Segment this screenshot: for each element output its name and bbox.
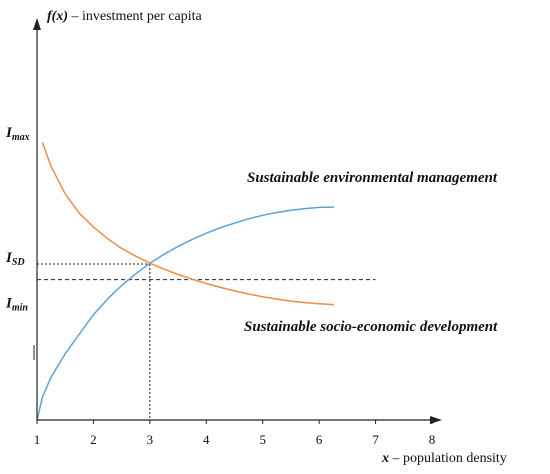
x-tick-label: 6 xyxy=(316,432,323,447)
x-axis-arrow-icon xyxy=(430,416,442,424)
dashed-guides xyxy=(37,263,376,420)
x-axis-description: – population density xyxy=(389,451,507,466)
y-axis-arrow-icon xyxy=(33,18,41,30)
y-level-label-i-min: Imin xyxy=(5,296,28,314)
series-line-socio-economic xyxy=(41,142,335,306)
x-axis-label: x – population density xyxy=(381,451,507,466)
series-label-environmental: Sustainable environmental management xyxy=(247,170,498,186)
x-tick-label: 8 xyxy=(429,432,436,447)
y-axis-label: f(x) – investment per capita xyxy=(47,9,203,24)
x-tick-label: 3 xyxy=(147,432,154,447)
ticks-layer: 1 2 3 4 5 6 7 8 xyxy=(34,420,436,447)
x-tick-label: 2 xyxy=(90,432,97,447)
x-tick-label: 7 xyxy=(372,432,379,447)
y-level-label-i-max: Imax xyxy=(5,125,30,143)
series-line-environmental xyxy=(36,206,335,421)
x-axis-variable: x xyxy=(381,451,389,466)
series-label-socio-economic: Sustainable socio-economic development xyxy=(244,319,498,335)
x-tick-label: 4 xyxy=(203,432,210,447)
y-level-labels: Imax ISD Imin xyxy=(5,125,30,313)
y-level-label-i-sd: ISD xyxy=(5,250,25,268)
y-axis-description: – investment per capita xyxy=(68,9,203,24)
series-layer xyxy=(36,142,335,421)
y-axis-variable: f(x) xyxy=(47,9,68,24)
x-tick-label: 1 xyxy=(34,432,41,447)
x-tick-label: 5 xyxy=(259,432,266,447)
